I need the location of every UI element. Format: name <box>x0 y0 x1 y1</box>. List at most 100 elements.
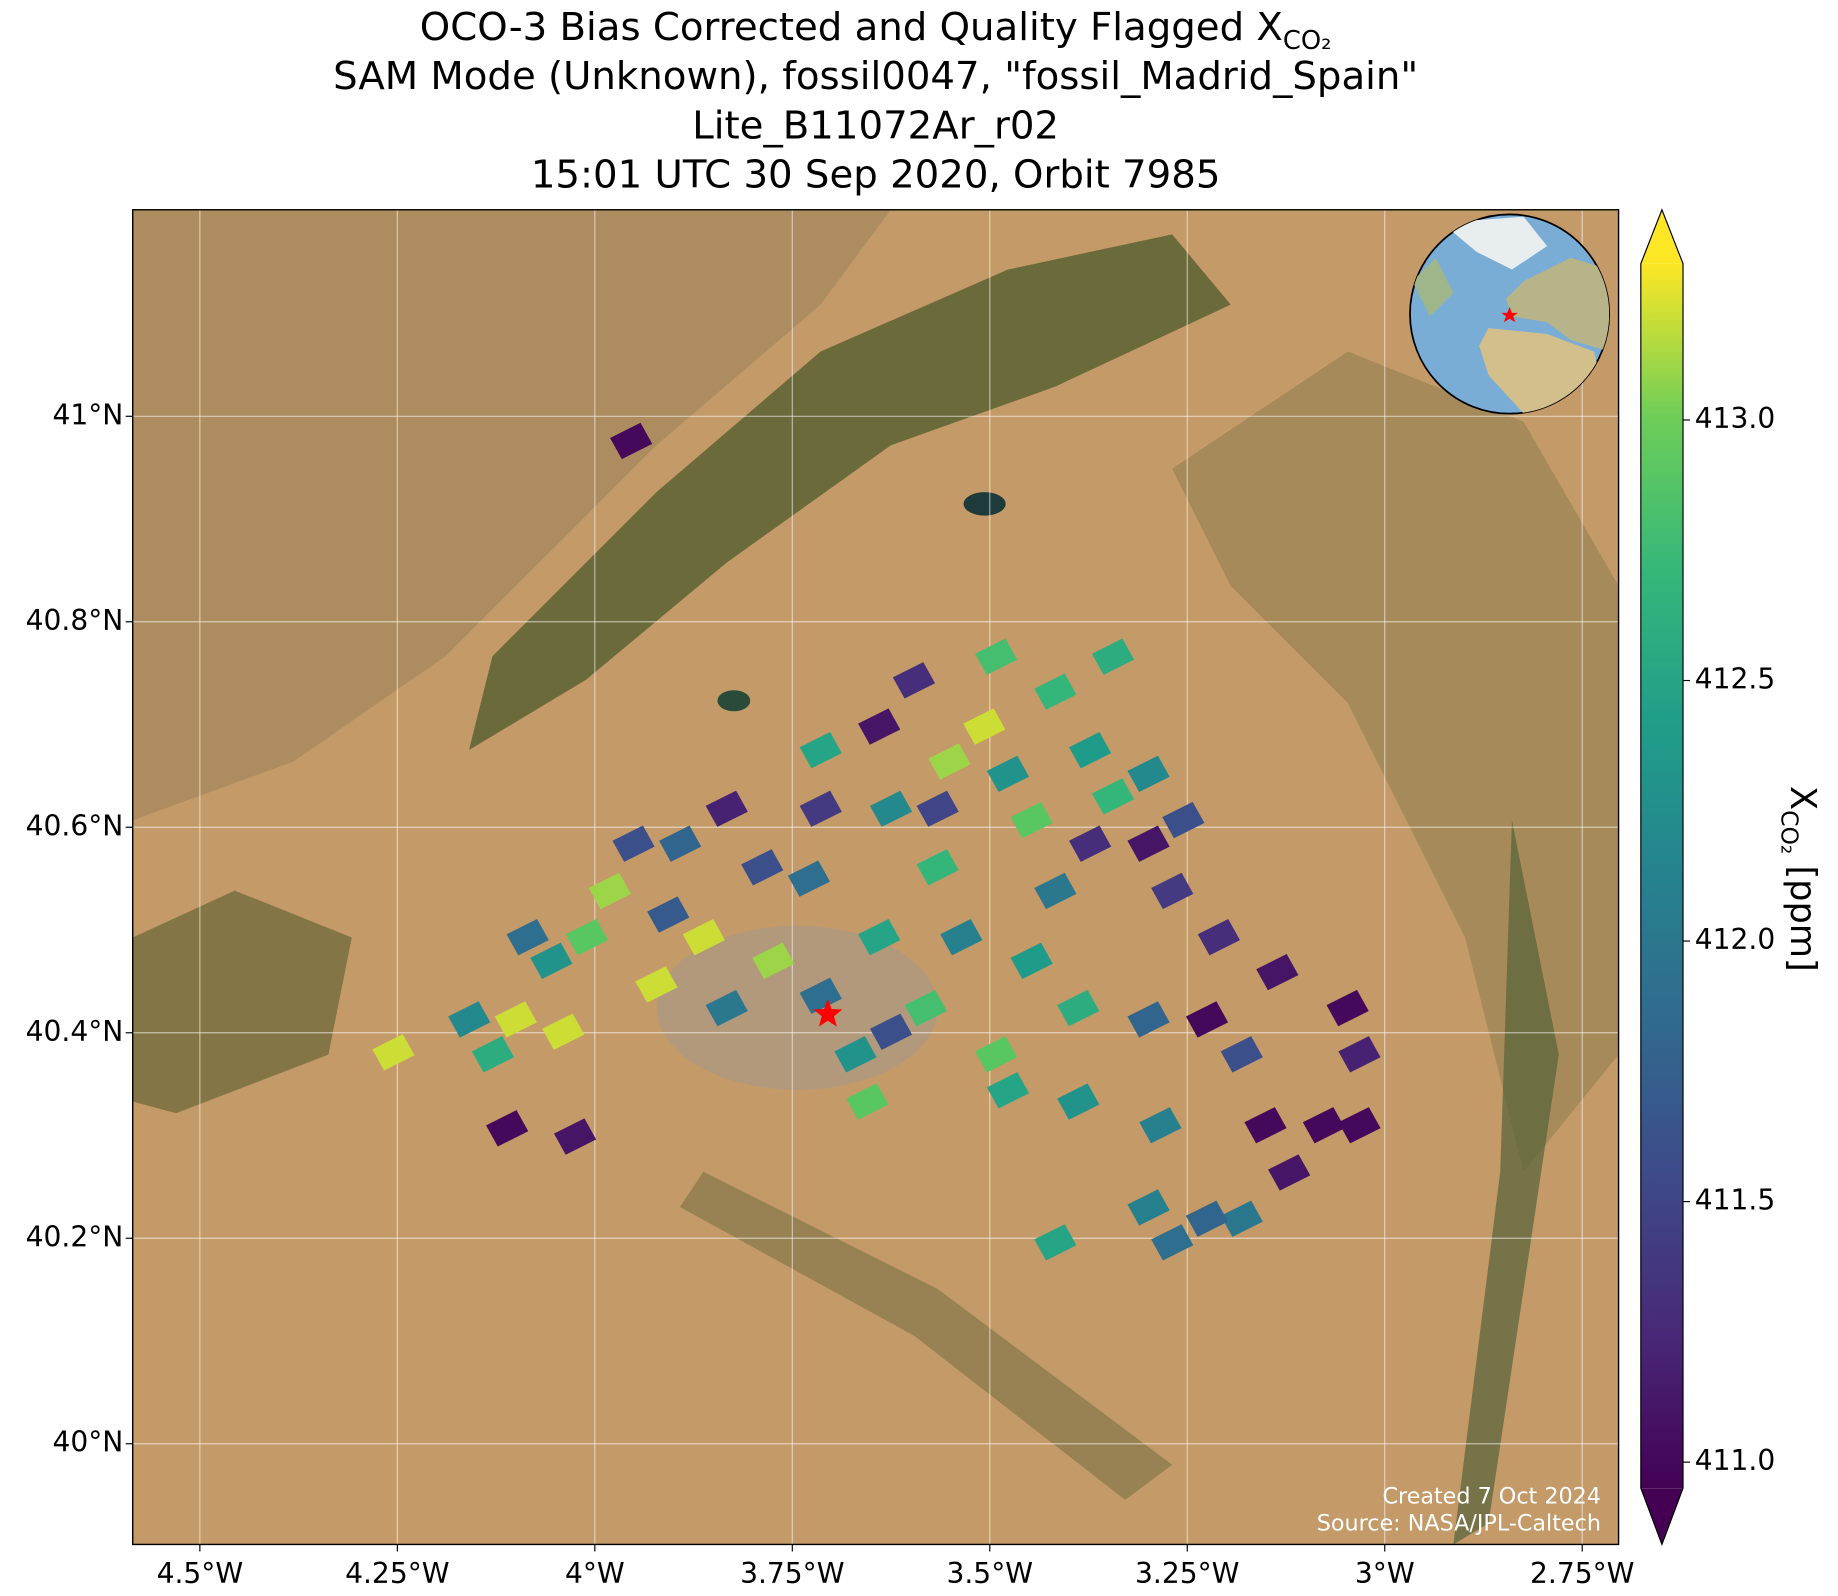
sounding <box>1091 778 1135 815</box>
sounding <box>986 1072 1030 1109</box>
colorbar-tick-label: 413.0 <box>1695 402 1775 435</box>
sounding <box>612 825 655 862</box>
colorbar-label-unit: [ppm] <box>1782 854 1823 971</box>
inset-globe <box>1409 213 1611 415</box>
sounding <box>1127 1001 1170 1038</box>
sounding <box>752 942 795 979</box>
sounding <box>682 919 725 956</box>
colorbar-body <box>1640 263 1684 1489</box>
sounding <box>1268 1154 1311 1191</box>
colorbar: 411.0 411.5 412.0 412.5 413.0 <box>1640 208 1775 1547</box>
sounding <box>1127 825 1170 862</box>
sounding <box>799 977 842 1014</box>
target-star <box>813 999 843 1027</box>
sounding <box>553 1118 597 1155</box>
colorbar-label: XCO₂ [ppm] <box>1775 786 1822 972</box>
sounding <box>963 708 1006 745</box>
sounding <box>1185 1001 1229 1038</box>
sounding <box>1091 638 1135 675</box>
y-tick-label: 41°N <box>52 398 123 431</box>
sounding <box>1326 989 1369 1027</box>
sounding <box>975 638 1018 675</box>
sounding <box>1338 1036 1381 1073</box>
y-tick-label: 40.8°N <box>26 604 124 637</box>
colorbar-tick-label: 411.0 <box>1695 1444 1775 1477</box>
sounding <box>986 755 1030 792</box>
sounding <box>1256 953 1299 991</box>
sounding <box>530 942 573 979</box>
sounding <box>1057 1083 1100 1120</box>
sounding <box>1139 1107 1182 1144</box>
sounding <box>1069 732 1112 769</box>
sounding <box>1338 1107 1381 1144</box>
sounding <box>858 708 901 745</box>
sounding <box>799 790 842 827</box>
y-tick-label: 40°N <box>52 1426 123 1459</box>
sounding <box>741 849 784 886</box>
y-tick-label: 40.6°N <box>26 809 124 842</box>
sounding <box>916 790 959 827</box>
sounding <box>1220 1036 1263 1073</box>
title-line: 15:01 UTC 30 Sep 2020, Orbit 7985 <box>531 152 1221 197</box>
y-tick-label: 40.2°N <box>26 1220 124 1253</box>
sounding <box>1034 1224 1077 1261</box>
title-line: SAM Mode (Unknown), fossil0047, "fossil_… <box>333 54 1418 99</box>
sounding <box>635 966 678 1003</box>
sounding <box>1034 872 1077 910</box>
sounding <box>565 919 609 956</box>
colorbar-label-main: X <box>1782 786 1823 810</box>
sounding <box>471 1036 515 1073</box>
x-tick-label: 4.25°W <box>345 1557 449 1590</box>
x-tick-label: 3°W <box>1355 1557 1415 1590</box>
sounding <box>372 1034 415 1071</box>
sounding <box>1127 1189 1170 1226</box>
sounding <box>904 989 947 1027</box>
sounding <box>705 989 748 1027</box>
title-line: OCO-3 Bias Corrected and Quality Flagged… <box>420 5 1332 56</box>
map-frame <box>132 209 1620 1546</box>
sounding <box>542 1013 585 1050</box>
grid <box>132 209 1619 1545</box>
sounding <box>1302 1107 1346 1144</box>
sounding <box>799 732 842 769</box>
sounding <box>1010 942 1053 979</box>
sounding <box>1127 755 1170 792</box>
sounding <box>787 860 830 897</box>
credit-created: Created 7 Oct 2024 <box>1382 1483 1601 1509</box>
map-background <box>132 209 1619 1545</box>
sounding <box>486 1110 529 1147</box>
colorbar-outline <box>1640 208 1684 1547</box>
sounding <box>869 790 913 827</box>
sounding <box>858 919 901 956</box>
sounding <box>892 662 936 699</box>
sounding <box>1197 919 1240 956</box>
colorbar-extend-min <box>1640 1488 1684 1545</box>
sounding <box>610 422 653 460</box>
sounding <box>1069 825 1112 862</box>
credit-source: Source: NASA/JPL-Caltech <box>1317 1510 1601 1536</box>
title-line: Lite_B11072Ar_r02 <box>692 103 1059 148</box>
sounding <box>846 1083 889 1120</box>
sounding <box>448 1001 491 1038</box>
sounding <box>1010 801 1053 839</box>
sounding <box>869 1013 913 1050</box>
colorbar-tick-label: 412.0 <box>1695 923 1775 956</box>
title-main: OCO-3 Bias Corrected and Quality Flagged… <box>420 5 1283 50</box>
sounding <box>928 743 971 780</box>
sounding <box>705 790 748 827</box>
soundings <box>372 422 1381 1261</box>
sounding <box>588 872 631 910</box>
sounding <box>834 1036 877 1073</box>
colorbar-extend-max <box>1640 209 1684 264</box>
colorbar-label-sub: CO₂ <box>1775 810 1803 854</box>
sounding <box>1151 872 1194 910</box>
axes: 4.5°W 4.25°W 4°W 3.75°W 3.5°W 3.25°W 3°W 2.75°W… <box>26 398 1635 1590</box>
sounding <box>1220 1200 1263 1237</box>
sounding <box>494 1001 537 1038</box>
title-sub: CO₂ <box>1283 26 1332 56</box>
x-tick-label: 4.5°W <box>157 1557 244 1590</box>
sounding <box>1162 801 1205 839</box>
sounding <box>940 919 983 956</box>
sounding <box>1151 1224 1194 1261</box>
